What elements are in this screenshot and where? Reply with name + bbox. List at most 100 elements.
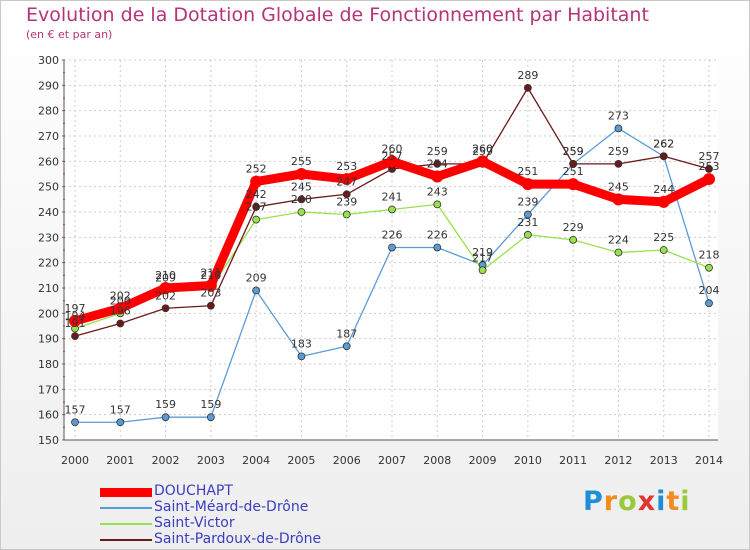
x-tick-label: 2000 bbox=[61, 454, 89, 467]
x-tick-label: 2007 bbox=[378, 454, 406, 467]
logo-letter: x bbox=[637, 486, 657, 517]
data-label: 245 bbox=[608, 180, 629, 193]
data-label: 211 bbox=[200, 266, 221, 279]
data-point bbox=[433, 200, 442, 209]
legend-swatch bbox=[100, 539, 152, 541]
data-label: 209 bbox=[246, 272, 267, 285]
data-point bbox=[342, 190, 351, 199]
y-tick-label: 150 bbox=[38, 434, 59, 447]
x-tick-label: 2006 bbox=[333, 454, 361, 467]
data-label: 260 bbox=[472, 142, 493, 155]
x-tick-label: 2004 bbox=[242, 454, 270, 467]
data-label: 237 bbox=[246, 201, 267, 214]
logo-letter: i bbox=[656, 486, 667, 517]
data-point bbox=[569, 235, 578, 244]
data-label: 262 bbox=[653, 137, 674, 150]
data-label: 242 bbox=[246, 188, 267, 201]
logo-letter: o bbox=[618, 486, 638, 517]
data-point bbox=[614, 159, 623, 168]
data-label: 191 bbox=[65, 317, 86, 330]
data-point bbox=[161, 413, 170, 422]
legend-swatch bbox=[100, 523, 152, 525]
data-point bbox=[159, 282, 172, 294]
data-point bbox=[705, 263, 713, 272]
data-label: 200 bbox=[110, 294, 131, 307]
data-point bbox=[295, 168, 308, 180]
data-point bbox=[612, 193, 625, 206]
data-label: 259 bbox=[563, 145, 584, 158]
data-point bbox=[705, 165, 713, 173]
data-label: 262 bbox=[653, 137, 674, 150]
data-label: 202 bbox=[155, 289, 176, 302]
data-label: 240 bbox=[291, 193, 312, 206]
logo-letter: i bbox=[680, 486, 691, 517]
data-point bbox=[206, 413, 215, 422]
y-tick-label: 250 bbox=[38, 181, 59, 194]
x-tick-label: 2014 bbox=[695, 454, 723, 467]
data-point bbox=[657, 195, 670, 208]
data-point bbox=[71, 418, 79, 427]
data-label: 259 bbox=[427, 145, 448, 158]
data-label: 243 bbox=[427, 185, 448, 198]
data-label: 245 bbox=[291, 180, 312, 193]
y-tick-label: 290 bbox=[38, 79, 59, 92]
y-tick-label: 220 bbox=[38, 257, 59, 270]
data-label: 260 bbox=[382, 142, 403, 155]
data-label: 210 bbox=[155, 269, 176, 282]
data-label: 204 bbox=[699, 284, 720, 297]
data-label: 251 bbox=[517, 165, 538, 178]
data-label: 254 bbox=[427, 158, 448, 171]
data-label: 241 bbox=[382, 190, 403, 203]
data-label: 252 bbox=[246, 163, 267, 176]
x-tick-label: 2008 bbox=[423, 454, 451, 467]
data-point bbox=[703, 173, 715, 186]
data-point bbox=[567, 178, 580, 191]
data-label: 253 bbox=[336, 160, 357, 173]
data-label: 259 bbox=[608, 145, 629, 158]
data-label: 196 bbox=[110, 304, 131, 317]
y-tick-label: 190 bbox=[38, 333, 59, 346]
data-point bbox=[342, 342, 351, 351]
data-label: 226 bbox=[382, 228, 403, 241]
data-point bbox=[114, 302, 127, 315]
data-point bbox=[433, 243, 442, 252]
data-point bbox=[71, 332, 79, 341]
data-label: 239 bbox=[336, 196, 357, 209]
data-label: 226 bbox=[427, 228, 448, 241]
data-point bbox=[161, 304, 170, 313]
data-label: 259 bbox=[563, 145, 584, 158]
logo-letter: P bbox=[583, 486, 604, 517]
data-point bbox=[521, 178, 534, 191]
legend-label: DOUCHAPT bbox=[154, 483, 233, 499]
data-label: 159 bbox=[155, 398, 176, 411]
data-point bbox=[388, 243, 396, 252]
data-point bbox=[476, 155, 489, 168]
data-point bbox=[204, 279, 217, 292]
data-label: 157 bbox=[110, 403, 131, 416]
data-point bbox=[614, 248, 623, 257]
x-tick-label: 2010 bbox=[514, 454, 542, 467]
data-label: 218 bbox=[699, 249, 720, 262]
data-point bbox=[252, 203, 261, 211]
data-point bbox=[386, 155, 398, 168]
data-label: 289 bbox=[517, 69, 538, 82]
data-label: 247 bbox=[336, 175, 357, 188]
data-point bbox=[252, 286, 261, 295]
data-label: 194 bbox=[65, 310, 86, 323]
data-point bbox=[659, 246, 668, 254]
logo-letter: t bbox=[666, 486, 681, 517]
data-label: 257 bbox=[699, 150, 720, 163]
data-label: 259 bbox=[472, 145, 493, 158]
data-label: 239 bbox=[517, 196, 538, 209]
data-point bbox=[659, 152, 668, 161]
legend-swatch bbox=[100, 487, 152, 497]
data-label: 244 bbox=[653, 183, 674, 196]
data-point bbox=[252, 215, 261, 224]
data-point bbox=[569, 159, 578, 168]
y-tick-label: 300 bbox=[38, 54, 59, 67]
y-tick-label: 210 bbox=[38, 282, 59, 295]
data-point bbox=[388, 205, 396, 214]
data-point bbox=[116, 319, 125, 328]
data-point bbox=[523, 83, 532, 92]
